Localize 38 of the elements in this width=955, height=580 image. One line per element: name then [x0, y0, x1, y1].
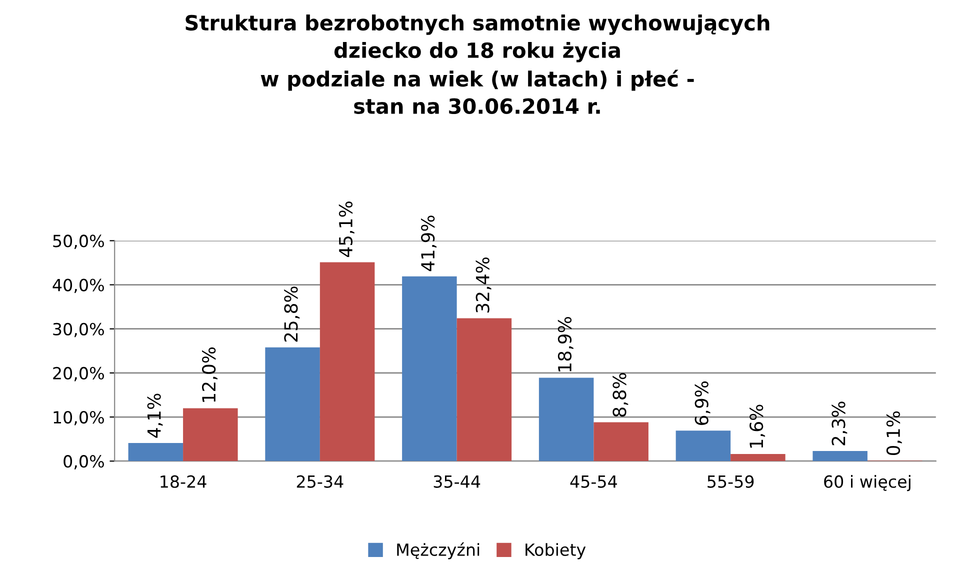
y-tick-label: 0,0%: [64, 455, 104, 470]
data-label: 0,1%: [886, 411, 902, 456]
x-tick-label: 25-34: [296, 475, 344, 488]
x-tick-label: 55-59: [708, 475, 754, 488]
bar: [676, 430, 731, 462]
data-label: 8,8%: [612, 373, 628, 417]
data-label: 12,0%: [202, 347, 218, 402]
data-label: 4,1%: [147, 394, 163, 438]
bar: [128, 443, 184, 462]
legend-label: Kobiety: [526, 543, 586, 560]
data-label: 41,9%: [421, 216, 437, 272]
y-tick-label: 10,0%: [54, 410, 104, 426]
legend-label: Mężczyźni: [397, 542, 480, 560]
data-label: 32,4%: [476, 258, 492, 312]
data-label: 25,8%: [284, 286, 300, 342]
bar: [812, 450, 868, 462]
y-tick-label: 40,0%: [52, 278, 104, 294]
data-label: 6,9%: [694, 381, 710, 426]
bar: [402, 276, 457, 462]
y-tick-label: 50,0%: [53, 234, 104, 249]
bar: [594, 422, 648, 462]
bar: [320, 262, 375, 462]
x-tick-label: 35-44: [434, 475, 480, 488]
bar: [265, 347, 320, 462]
y-tick-label: 20,0%: [53, 366, 104, 382]
bar: [730, 454, 786, 462]
bar: [183, 408, 238, 462]
bar: [538, 378, 594, 462]
data-label: 45,1%: [338, 202, 354, 258]
bar: [456, 318, 512, 462]
x-tick-label: 45-54: [570, 476, 617, 488]
data-label: 2,3%: [832, 402, 848, 446]
data-label: 1,6%: [750, 404, 766, 448]
x-tick-label: 60 i więcej: [824, 474, 910, 492]
y-tick-label: 30,0%: [53, 322, 104, 338]
x-tick-label: 18-24: [160, 475, 206, 488]
data-label: 18,9%: [558, 317, 574, 372]
chart-title: Struktura bezrobotnych samotnie wychowujących dziecko do 18 roku życia w podziale na wiek (w latach) i płeć - stan na 30.06.2014 r.: [186, 14, 770, 114]
